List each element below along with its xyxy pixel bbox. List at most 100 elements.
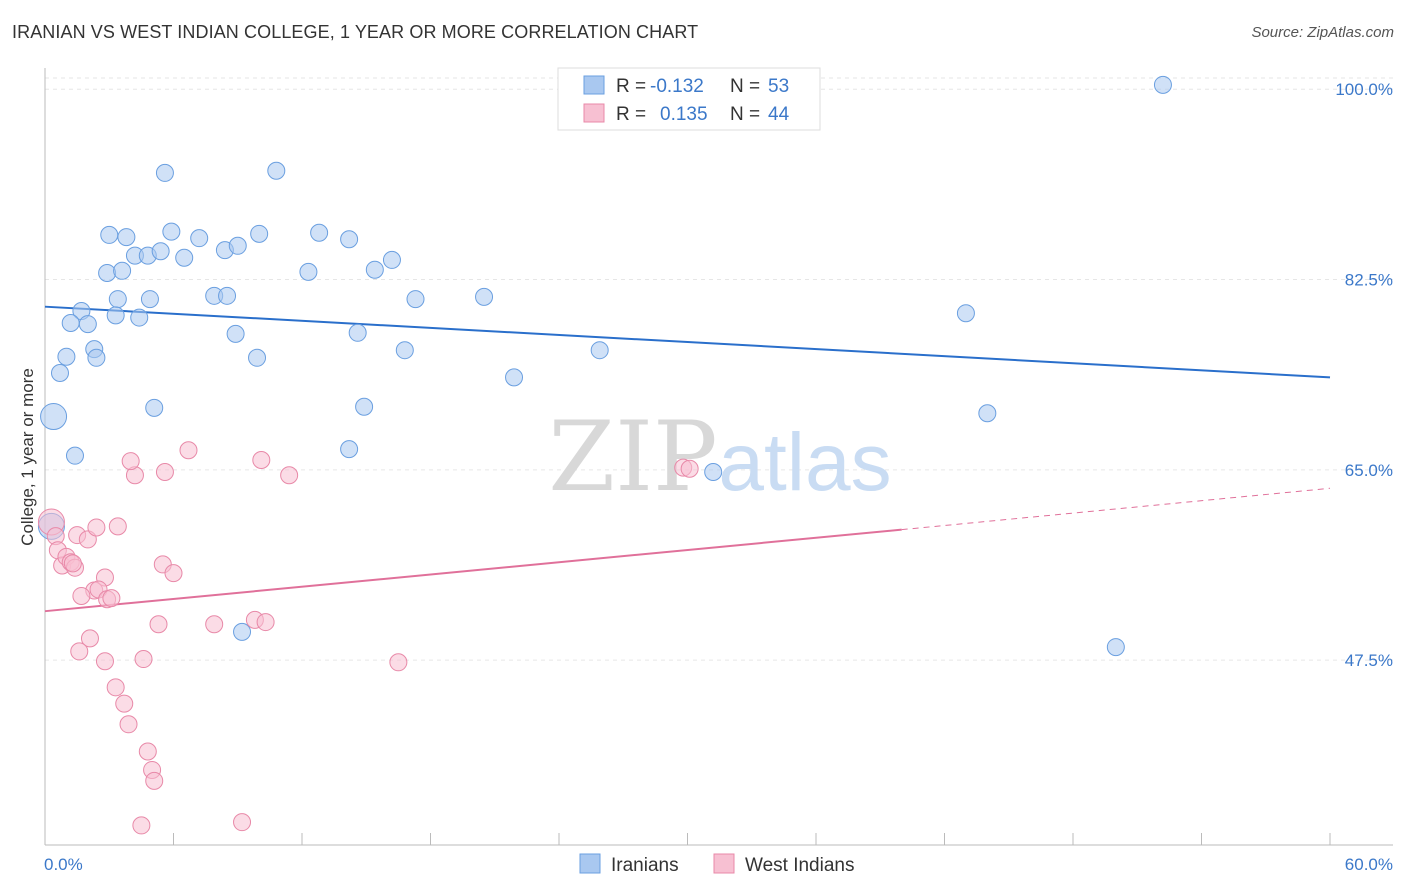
data-point bbox=[252, 451, 271, 470]
watermark: ZIP atlas bbox=[548, 401, 891, 513]
axes bbox=[44, 68, 1393, 846]
source-credit: Source: ZipAtlas.com bbox=[1251, 24, 1394, 41]
data-point bbox=[299, 262, 318, 281]
trend-lines bbox=[44, 305, 1331, 613]
data-point bbox=[226, 324, 245, 343]
legend-swatch-iranians bbox=[583, 75, 605, 95]
trend-line bbox=[44, 305, 1331, 379]
x-tick-labels: 0.0% 60.0% bbox=[44, 855, 1393, 874]
chart-title: IRANIAN VS WEST INDIAN COLLEGE, 1 YEAR O… bbox=[12, 22, 699, 42]
x-tick-label-max: 60.0% bbox=[1345, 855, 1393, 874]
legend-n-label-iranians: N = bbox=[730, 76, 760, 97]
series-legend-label-west-indians: West Indians bbox=[745, 855, 854, 876]
data-point bbox=[80, 629, 99, 648]
data-point bbox=[233, 622, 252, 641]
trend-line bbox=[44, 528, 902, 613]
data-point bbox=[149, 615, 168, 634]
data-point bbox=[267, 161, 286, 180]
data-point bbox=[406, 290, 425, 309]
x-tick-label-min: 0.0% bbox=[44, 855, 83, 874]
data-point bbox=[218, 286, 237, 305]
y-tick-label: 100.0% bbox=[1335, 80, 1393, 99]
data-point bbox=[40, 403, 68, 431]
data-point bbox=[256, 613, 275, 632]
data-point bbox=[382, 250, 401, 269]
y-tick-label: 47.5% bbox=[1345, 651, 1393, 670]
legend-n-value-west-indians: 44 bbox=[768, 104, 790, 125]
legend-r-value-west-indians: 0.135 bbox=[660, 104, 708, 125]
data-point bbox=[151, 242, 170, 261]
data-point bbox=[138, 742, 157, 761]
data-point bbox=[228, 236, 247, 255]
data-point bbox=[134, 650, 153, 669]
watermark-atlas: atlas bbox=[718, 417, 891, 508]
data-point bbox=[98, 263, 117, 282]
trend-line-extension bbox=[901, 487, 1331, 531]
data-point bbox=[155, 462, 174, 481]
series-legend-swatch-iranians bbox=[579, 853, 601, 874]
data-point bbox=[57, 347, 76, 366]
data-point bbox=[70, 642, 89, 661]
data-point bbox=[87, 518, 106, 537]
data-point bbox=[475, 287, 494, 306]
data-point bbox=[205, 615, 224, 634]
legend-n-value-iranians: 53 bbox=[768, 76, 789, 97]
data-point bbox=[95, 652, 114, 671]
data-point bbox=[1153, 75, 1172, 94]
data-point bbox=[179, 441, 198, 460]
series-legend-swatch-west-indians bbox=[713, 853, 735, 874]
data-point bbox=[113, 261, 132, 280]
y-axis-label: College, 1 year or more bbox=[18, 368, 37, 546]
data-point bbox=[1106, 638, 1125, 657]
data-point bbox=[340, 440, 359, 459]
data-point bbox=[155, 163, 174, 182]
data-point bbox=[108, 290, 127, 309]
data-point bbox=[106, 306, 125, 325]
x-ticks bbox=[44, 833, 1331, 845]
data-point bbox=[956, 304, 975, 323]
data-point bbox=[117, 228, 136, 247]
data-point bbox=[87, 348, 106, 367]
legend-swatch-west-indians bbox=[583, 103, 605, 123]
data-point bbox=[680, 459, 699, 478]
data-point bbox=[505, 368, 524, 387]
data-point bbox=[100, 225, 119, 244]
data-point bbox=[395, 341, 414, 360]
data-point bbox=[190, 229, 209, 248]
correlation-legend: R = -0.132 N = 53 R = 0.135 N = 44 bbox=[557, 67, 821, 131]
data-point bbox=[102, 589, 121, 608]
data-point bbox=[365, 260, 384, 279]
data-point bbox=[115, 694, 134, 713]
data-point bbox=[175, 248, 194, 267]
data-point bbox=[78, 315, 97, 334]
data-point bbox=[310, 223, 329, 242]
legend-r-value-iranians: -0.132 bbox=[650, 76, 704, 97]
data-point bbox=[121, 452, 140, 471]
series-legend-label-iranians: Iranians bbox=[611, 855, 679, 876]
data-point bbox=[61, 314, 80, 332]
data-point bbox=[164, 564, 183, 583]
data-point bbox=[50, 364, 69, 383]
data-point bbox=[65, 446, 84, 465]
data-point bbox=[140, 290, 159, 309]
data-point bbox=[145, 398, 164, 417]
data-point bbox=[348, 323, 367, 342]
legend-r-label-iranians: R = bbox=[616, 76, 646, 97]
data-point bbox=[63, 554, 82, 573]
data-point bbox=[162, 222, 181, 241]
data-point bbox=[248, 348, 267, 367]
data-point bbox=[355, 397, 374, 416]
legend-r-label-west-indians: R = bbox=[616, 104, 646, 125]
data-point bbox=[106, 678, 125, 697]
data-point bbox=[233, 813, 252, 832]
y-tick-label: 65.0% bbox=[1345, 461, 1393, 480]
data-point bbox=[250, 224, 269, 243]
data-point bbox=[590, 341, 609, 360]
y-tick-labels: 47.5% 65.0% 82.5% 100.0% bbox=[1335, 80, 1393, 670]
watermark-zip: ZIP bbox=[548, 401, 717, 513]
data-point bbox=[72, 586, 91, 605]
data-point bbox=[389, 653, 408, 672]
data-point bbox=[704, 462, 723, 481]
data-point bbox=[978, 404, 997, 423]
